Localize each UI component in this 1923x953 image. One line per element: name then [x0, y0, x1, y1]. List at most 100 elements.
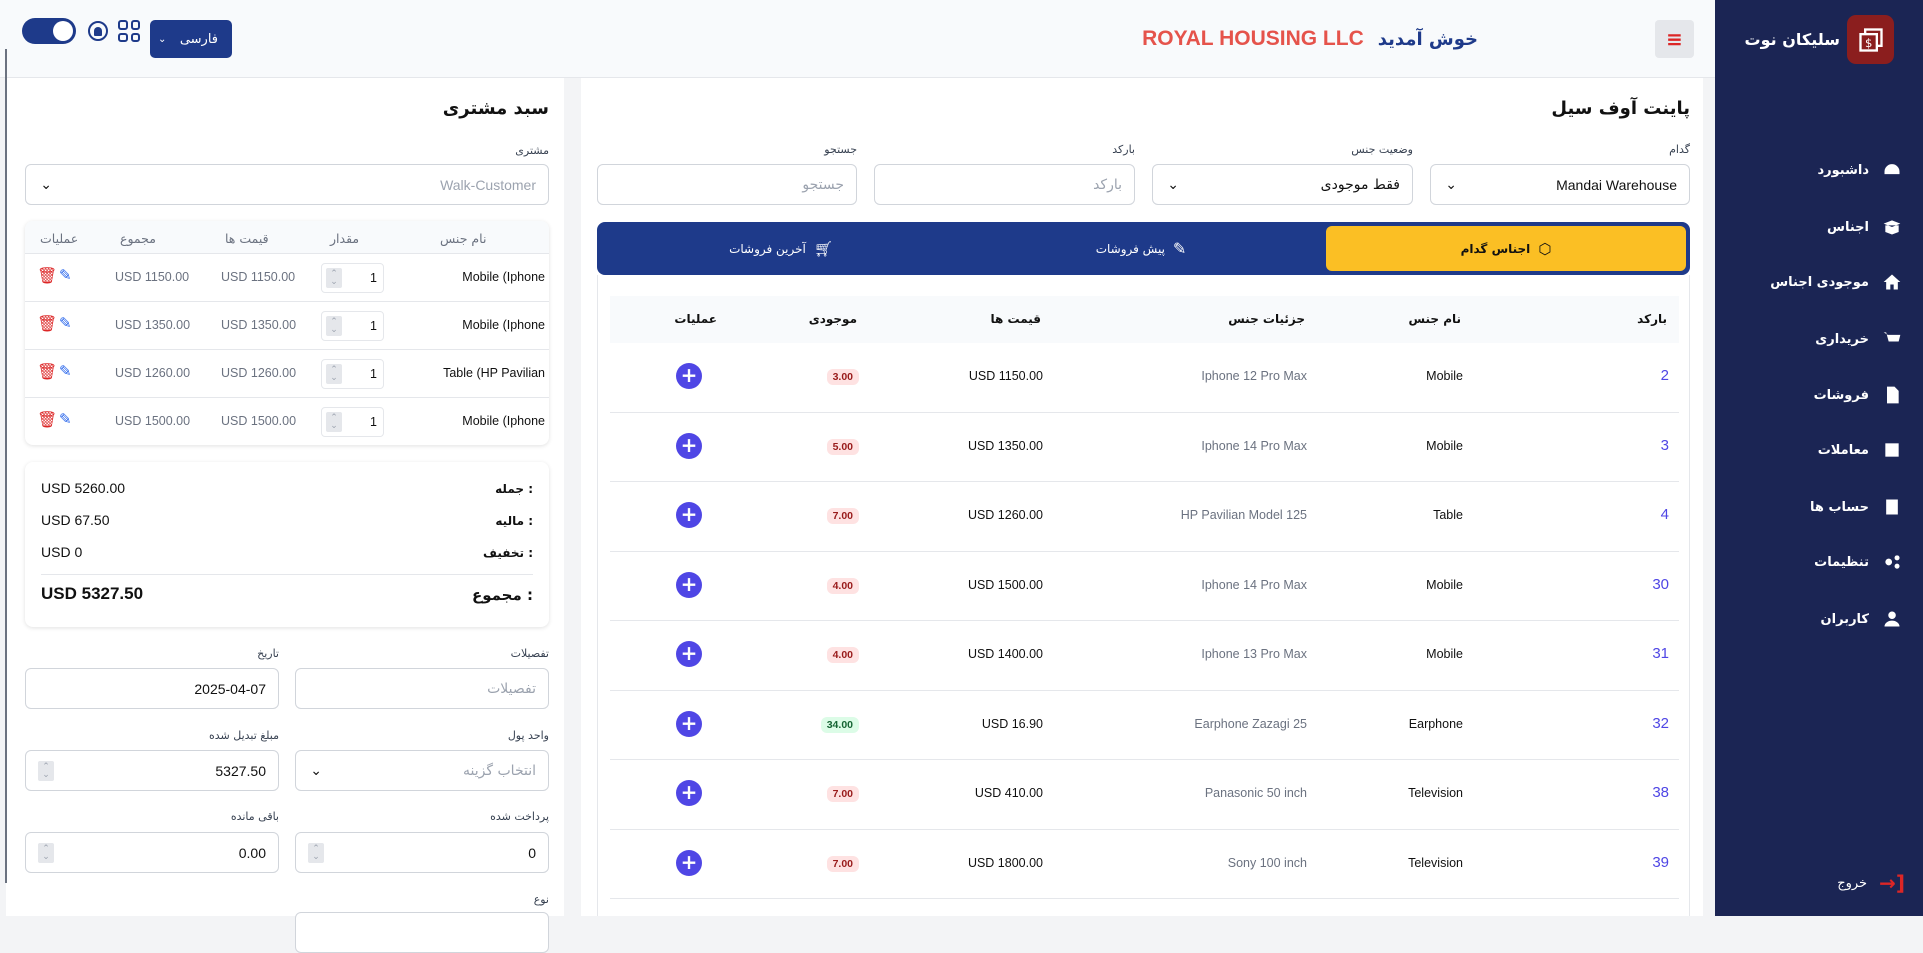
language-select[interactable]: ⌄ فارسی [150, 20, 232, 58]
name-cell: Mobile [1426, 438, 1463, 453]
delete-icon[interactable]: 🗑︎ [37, 410, 58, 429]
cart-header-price: قیمت ها [225, 231, 269, 246]
barcode-cell[interactable]: 2 [1660, 367, 1669, 384]
status-label: وضعیت جنس [1351, 143, 1413, 156]
sidebar-item-0[interactable]: داشبورد [1817, 158, 1903, 182]
quantity-stepper[interactable]: ⌃ ⌄ 1 [321, 359, 384, 389]
barcode-cell[interactable]: 32 [1652, 714, 1669, 732]
name-cell: Mobile [1426, 577, 1463, 592]
sidebar-item-1[interactable]: اجناس [1827, 215, 1903, 239]
converted-amount-input[interactable]: 5327.50 ⌃ ⌄ [25, 750, 279, 791]
add-to-cart-button[interactable]: + [676, 849, 702, 876]
remaining-label: باقی مانده [230, 810, 279, 823]
stepper-icon[interactable]: ⌃ ⌄ [38, 842, 54, 863]
sidebar-item-5[interactable]: معاملات [1818, 438, 1903, 462]
search-input[interactable]: جستجو [597, 164, 857, 205]
logout-button[interactable]: [→ خروج [1837, 871, 1905, 895]
header-name: نام جنس [1408, 312, 1462, 326]
stepper-icon[interactable]: ⌃ ⌄ [326, 316, 342, 336]
barcode-cell[interactable]: 30 [1652, 575, 1669, 593]
menu-toggle-button[interactable]: ≡ [1655, 20, 1694, 58]
quantity-stepper[interactable]: ⌃ ⌄ 1 [321, 263, 384, 293]
cart-item-price: USD 1150.00 [221, 270, 296, 284]
quantity-stepper[interactable]: ⌃ ⌄ 1 [321, 407, 384, 437]
svg-text:$: $ [1864, 36, 1871, 50]
table-row[interactable]: 32 Earphone Earphone Zazagi 25 USD 16.90… [610, 691, 1679, 760]
stepper-icon[interactable]: ⌃ ⌄ [308, 842, 324, 863]
top-bar: ⌄ فارسی خوش آمدید ROYAL HOUSING LLC ≡ [0, 0, 1715, 78]
sidebar-item-6[interactable]: حساب ها [1810, 495, 1903, 519]
cart-item-total: USD 1500.00 [115, 414, 191, 428]
stock-badge: 5.00 [826, 438, 859, 455]
edit-icon[interactable]: ✎ [59, 362, 72, 380]
currency-select[interactable]: انتخاب گزینه ⌄ [295, 750, 549, 791]
sidebar-item-8[interactable]: کاربران [1821, 607, 1903, 631]
quantity-stepper[interactable]: ⌃ ⌄ 1 [321, 311, 384, 341]
details-cell: Panasonic 50 inch [1204, 786, 1307, 800]
table-row[interactable]: 30 Mobile Iphone 14 Pro Max USD 1500.00 … [610, 552, 1679, 621]
apps-grid-icon[interactable] [118, 20, 140, 42]
table-row[interactable]: 38 Television Panasonic 50 inch USD 410.… [610, 760, 1679, 830]
edit-icon[interactable]: ✎ [59, 314, 72, 332]
stepper-icon[interactable]: ⌃ ⌄ [38, 760, 54, 781]
remaining-input[interactable]: 0.00 ⌃ ⌄ [25, 832, 279, 873]
barcode-cell[interactable]: 39 [1652, 853, 1669, 871]
theme-toggle[interactable] [22, 18, 76, 44]
details-input[interactable]: تفصیلات [295, 668, 549, 709]
tab-pre-sales[interactable]: ✎ پیش فروشات [1095, 239, 1187, 258]
table-row[interactable]: 39 Television Sony 100 inch USD 1800.00 … [610, 830, 1679, 899]
customer-select[interactable]: Walk-Customer ⌄ [25, 164, 549, 205]
cart-title: سبد مشتری [442, 98, 549, 119]
box-open-icon [1883, 220, 1901, 235]
add-to-cart-button[interactable]: + [676, 641, 702, 667]
date-input[interactable]: 2025-04-07 [25, 668, 279, 709]
bell-icon[interactable] [88, 21, 108, 41]
converted-label: مبلغ تبدیل شده [208, 729, 279, 742]
type-select[interactable] [295, 912, 549, 953]
add-to-cart-button[interactable]: + [676, 571, 702, 598]
dashboard-icon [1884, 164, 1900, 175]
table-row[interactable]: 3 Mobile Iphone 14 Pro Max USD 1350.00 5… [610, 413, 1679, 482]
sidebar-item-4[interactable]: فروشات [1814, 383, 1903, 407]
table-row[interactable]: 31 Mobile Iphone 13 Pro Max USD 1400.00 … [610, 621, 1679, 691]
delete-icon[interactable]: 🗑︎ [37, 362, 58, 381]
edit-icon[interactable]: ✎ [59, 410, 72, 428]
add-to-cart-button[interactable]: + [676, 363, 702, 389]
welcome-text: خوش آمدید [1377, 28, 1478, 50]
barcode-cell[interactable]: 4 [1660, 506, 1669, 523]
stepper-icon[interactable]: ⌃ ⌄ [326, 268, 342, 288]
add-to-cart-button[interactable]: + [676, 432, 702, 459]
sidebar-item-2[interactable]: موجودی اجناس [1770, 270, 1903, 294]
sidebar-item-3[interactable]: خریداری [1815, 327, 1903, 351]
barcode-cell[interactable]: 3 [1660, 436, 1669, 454]
paid-input[interactable]: 0 ⌃ ⌄ [295, 832, 549, 873]
details-cell: Iphone 12 Pro Max [1201, 369, 1307, 383]
add-to-cart-button[interactable]: + [676, 780, 702, 806]
warehouse-select[interactable]: Mandai Warehouse ⌄ [1430, 164, 1690, 205]
edit-icon[interactable]: ✎ [59, 266, 72, 284]
tab-recent-sales[interactable]: 🛒︎ آخرین فروشات [729, 239, 833, 258]
table-row[interactable]: 2 Mobile Iphone 12 Pro Max USD 1150.00 3… [610, 343, 1679, 413]
stepper-icon[interactable]: ⌃ ⌄ [326, 364, 342, 384]
gears-icon [1885, 555, 1900, 569]
stock-status-select[interactable]: فقط موجودی ⌄ [1152, 164, 1413, 205]
scrollbar[interactable] [5, 49, 7, 883]
sidebar-item-label: خریداری [1815, 331, 1869, 347]
accounts-icon [1886, 499, 1898, 515]
details-cell: Iphone 13 Pro Max [1201, 647, 1307, 661]
add-to-cart-button[interactable]: + [676, 710, 702, 737]
cart-item-name: Table (HP Pavilian [443, 366, 545, 380]
barcode-cell[interactable]: 38 [1652, 784, 1669, 801]
tab-warehouse-items[interactable]: ⬡ اجناس گدام [1326, 226, 1686, 271]
price-cell: USD 16.90 [981, 716, 1043, 731]
sidebar-item-7[interactable]: تنظیمات [1814, 550, 1903, 574]
add-to-cart-button[interactable]: + [676, 502, 702, 528]
table-row[interactable]: 4 Table HP Pavilian Model 125 USD 1260.0… [610, 482, 1679, 552]
stepper-icon[interactable]: ⌃ ⌄ [326, 412, 342, 432]
barcode-input[interactable]: بارکد [874, 164, 1135, 205]
edit-icon: ✎ [1172, 239, 1187, 258]
delete-icon[interactable]: 🗑︎ [37, 314, 58, 333]
price-cell: USD 1400.00 [967, 647, 1043, 661]
delete-icon[interactable]: 🗑︎ [37, 266, 58, 285]
barcode-cell[interactable]: 31 [1652, 645, 1669, 662]
